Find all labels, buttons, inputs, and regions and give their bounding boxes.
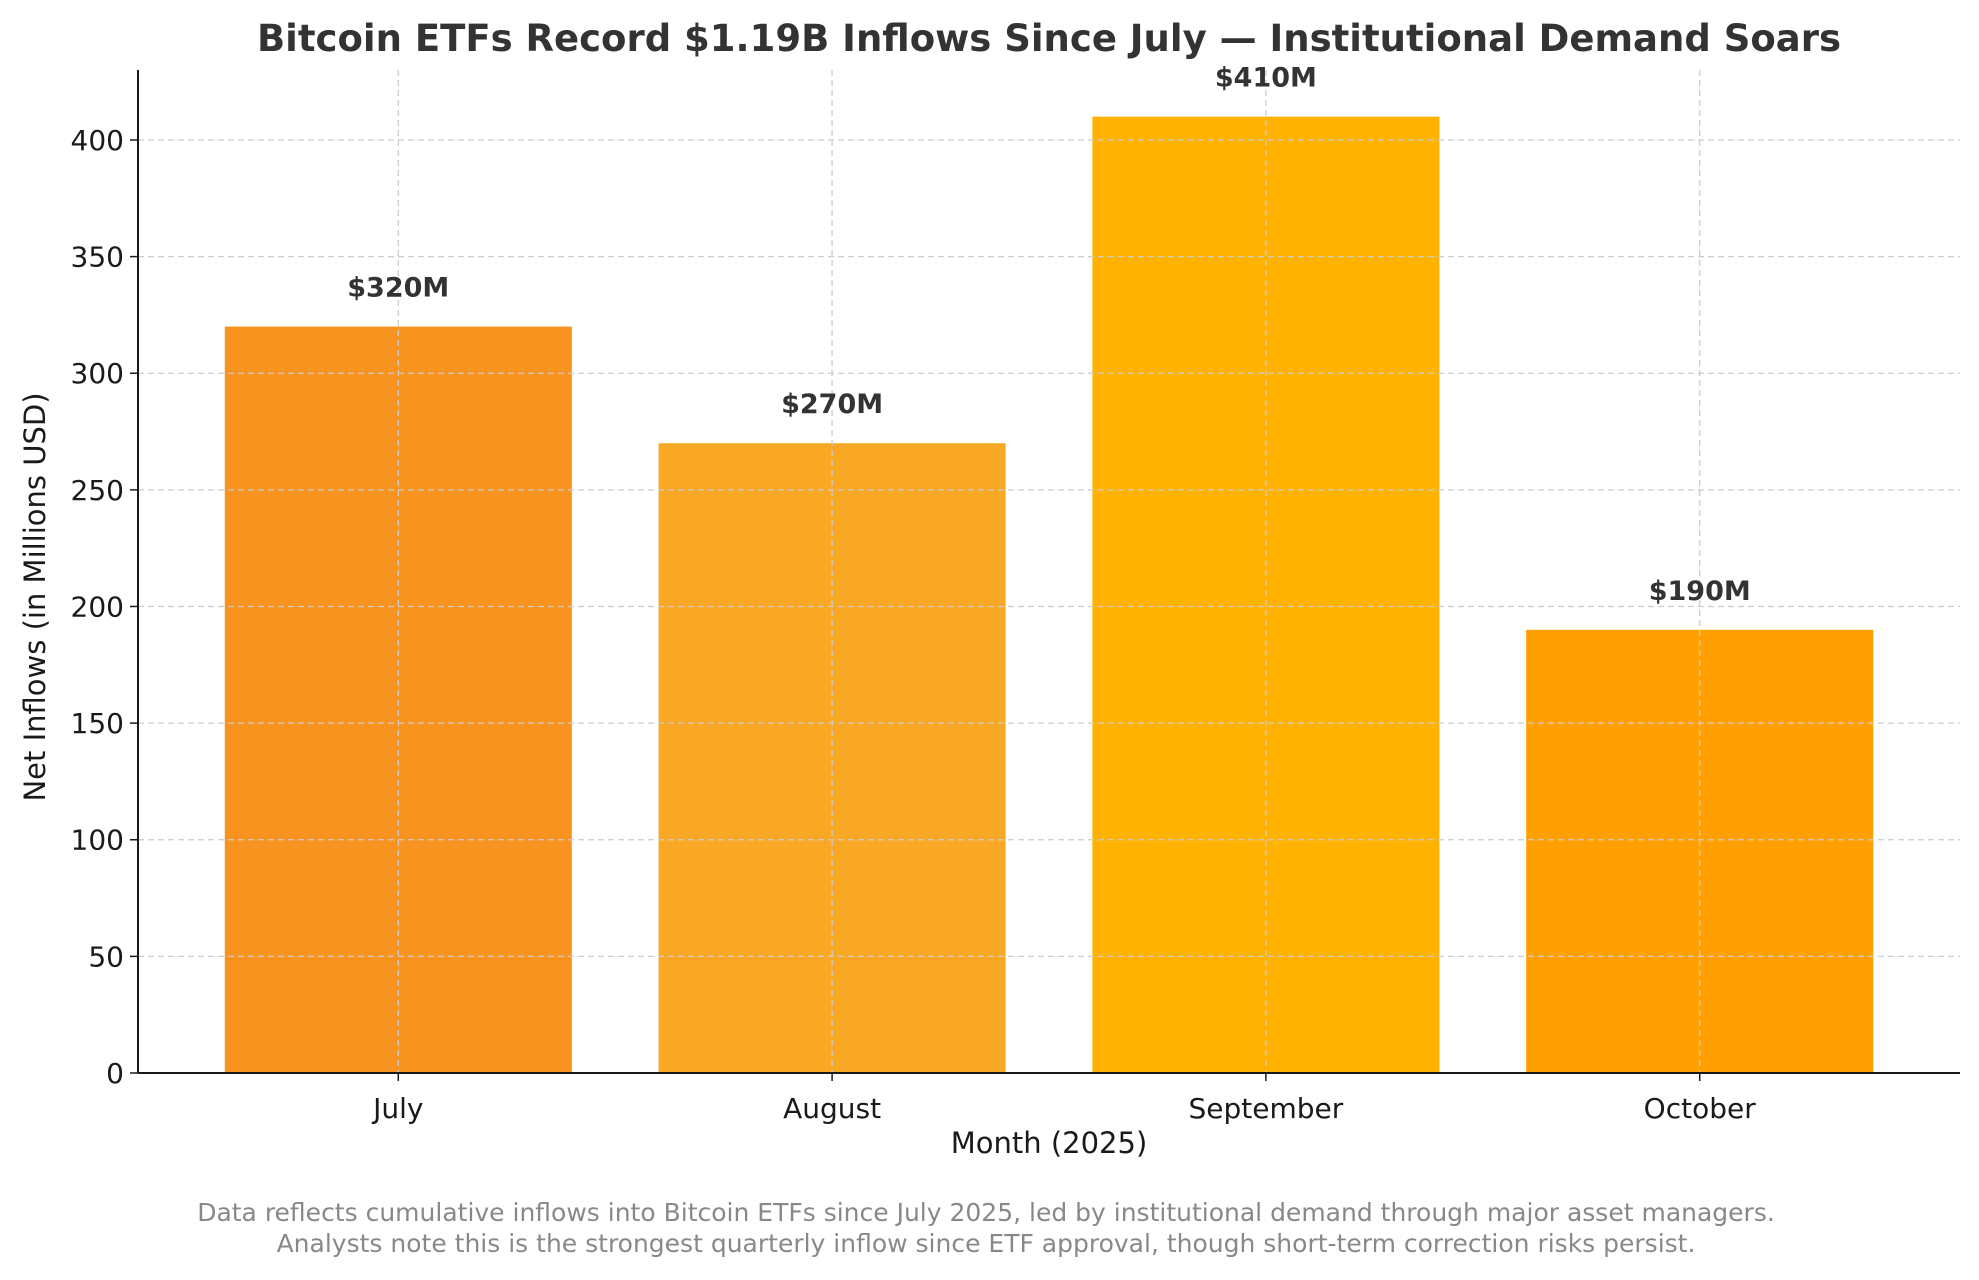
footnote-line-1: Data reflects cumulative inflows into Bi… <box>197 1198 1775 1227</box>
data-label-october: $190M <box>1649 576 1751 607</box>
x-tick-label-july: July <box>371 1092 423 1125</box>
x-tick-label-october: October <box>1644 1092 1757 1125</box>
axes <box>137 70 1960 1074</box>
bars <box>224 116 1874 1073</box>
y-tick-label-400: 400 <box>71 124 124 157</box>
x-tick-label-september: September <box>1189 1092 1344 1125</box>
y-tick-label-250: 250 <box>71 474 124 507</box>
data-labels: $320M $270M $410M $190M <box>347 63 1750 607</box>
y-tick-label-100: 100 <box>71 824 124 857</box>
y-tick-label-50: 50 <box>88 940 124 973</box>
data-label-july: $320M <box>347 273 449 304</box>
y-tick-label-200: 200 <box>71 590 124 623</box>
footnote-line-2: Analysts note this is the strongest quar… <box>277 1229 1696 1258</box>
tick-labels: 0 50 100 150 200 250 300 350 400 July August Septem… <box>71 124 1757 1125</box>
bar-august <box>658 443 1006 1073</box>
grid <box>138 70 1960 1073</box>
y-tick-label-350: 350 <box>71 241 124 274</box>
y-tick-label-300: 300 <box>71 357 124 390</box>
data-label-august: $270M <box>781 389 883 420</box>
y-tick-label-0: 0 <box>106 1057 124 1090</box>
y-tick-label-150: 150 <box>71 707 124 740</box>
data-label-september: $410M <box>1215 63 1317 94</box>
x-tick-label-august: August <box>783 1092 881 1125</box>
x-axis-label: Month (2025) <box>951 1126 1148 1160</box>
y-axis-label: Net Inflows (in Millions USD) <box>18 392 52 801</box>
chart-title: Bitcoin ETFs Record $1.19B Inflows Since… <box>257 17 1841 60</box>
